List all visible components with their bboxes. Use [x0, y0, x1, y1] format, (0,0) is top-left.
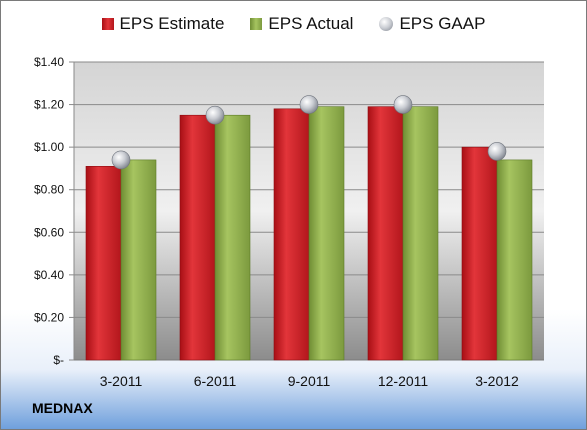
- bar-eps-estimate: [179, 114, 216, 361]
- bar-eps-actual: [308, 106, 345, 361]
- legend-label-eps-gaap: EPS GAAP: [399, 14, 486, 33]
- legend-item-eps-estimate: EPS Estimate: [101, 14, 225, 34]
- legend-item-eps-actual: EPS Actual: [250, 14, 353, 34]
- y-tick-label: $1.00: [34, 140, 64, 154]
- x-tick-label: 3-2012: [475, 373, 519, 389]
- bar-eps-estimate: [85, 166, 122, 361]
- legend-swatch-eps-actual: [250, 18, 263, 30]
- x-tick-label: 6-2011: [194, 373, 237, 389]
- legend-swatch-eps-gaap: [379, 17, 394, 31]
- x-tick-label: 3-2011: [100, 373, 143, 389]
- bar-eps-actual: [496, 159, 533, 361]
- y-tick-label: $1.20: [34, 98, 64, 112]
- y-tick-label: $-: [53, 353, 64, 367]
- bar-eps-actual: [214, 114, 251, 361]
- legend-label-eps-estimate: EPS Estimate: [119, 14, 225, 33]
- y-tick-label: $1.40: [34, 55, 64, 69]
- y-tick-label: $0.60: [34, 225, 64, 239]
- marker-eps-gaap: [393, 95, 413, 114]
- x-tick-label: 12-2011: [378, 373, 429, 389]
- marker-eps-gaap: [205, 105, 225, 125]
- y-axis: $- $0.20 $0.40 $0.60 $0.80 $1.00 $1.20 $1.40: [34, 55, 64, 367]
- x-axis: 3-2011 6-2011 9-2011 12-2011 3-2012: [100, 373, 519, 389]
- bar-eps-actual: [402, 106, 439, 361]
- marker-eps-gaap: [487, 142, 507, 161]
- y-tick-label: $0.80: [34, 183, 64, 197]
- bars-layer: [85, 106, 533, 361]
- marker-eps-gaap: [299, 95, 319, 114]
- legend-label-eps-actual: EPS Actual: [268, 14, 354, 33]
- x-tick-label: 9-2011: [288, 373, 331, 389]
- bar-eps-estimate: [367, 106, 404, 361]
- legend-swatch-eps-estimate: [101, 18, 114, 30]
- company-name: MEDNAX: [32, 400, 93, 416]
- marker-eps-gaap: [111, 150, 131, 170]
- markers-layer: [111, 95, 507, 170]
- y-tick-label: $0.20: [34, 310, 64, 324]
- legend-item-eps-gaap: EPS GAAP: [379, 14, 485, 34]
- bar-eps-estimate: [273, 108, 310, 361]
- bar-eps-actual: [120, 159, 157, 361]
- bar-eps-estimate: [461, 146, 498, 361]
- legend: EPS Estimate EPS Actual EPS GAAP: [0, 14, 587, 34]
- y-tick-label: $0.40: [34, 268, 64, 282]
